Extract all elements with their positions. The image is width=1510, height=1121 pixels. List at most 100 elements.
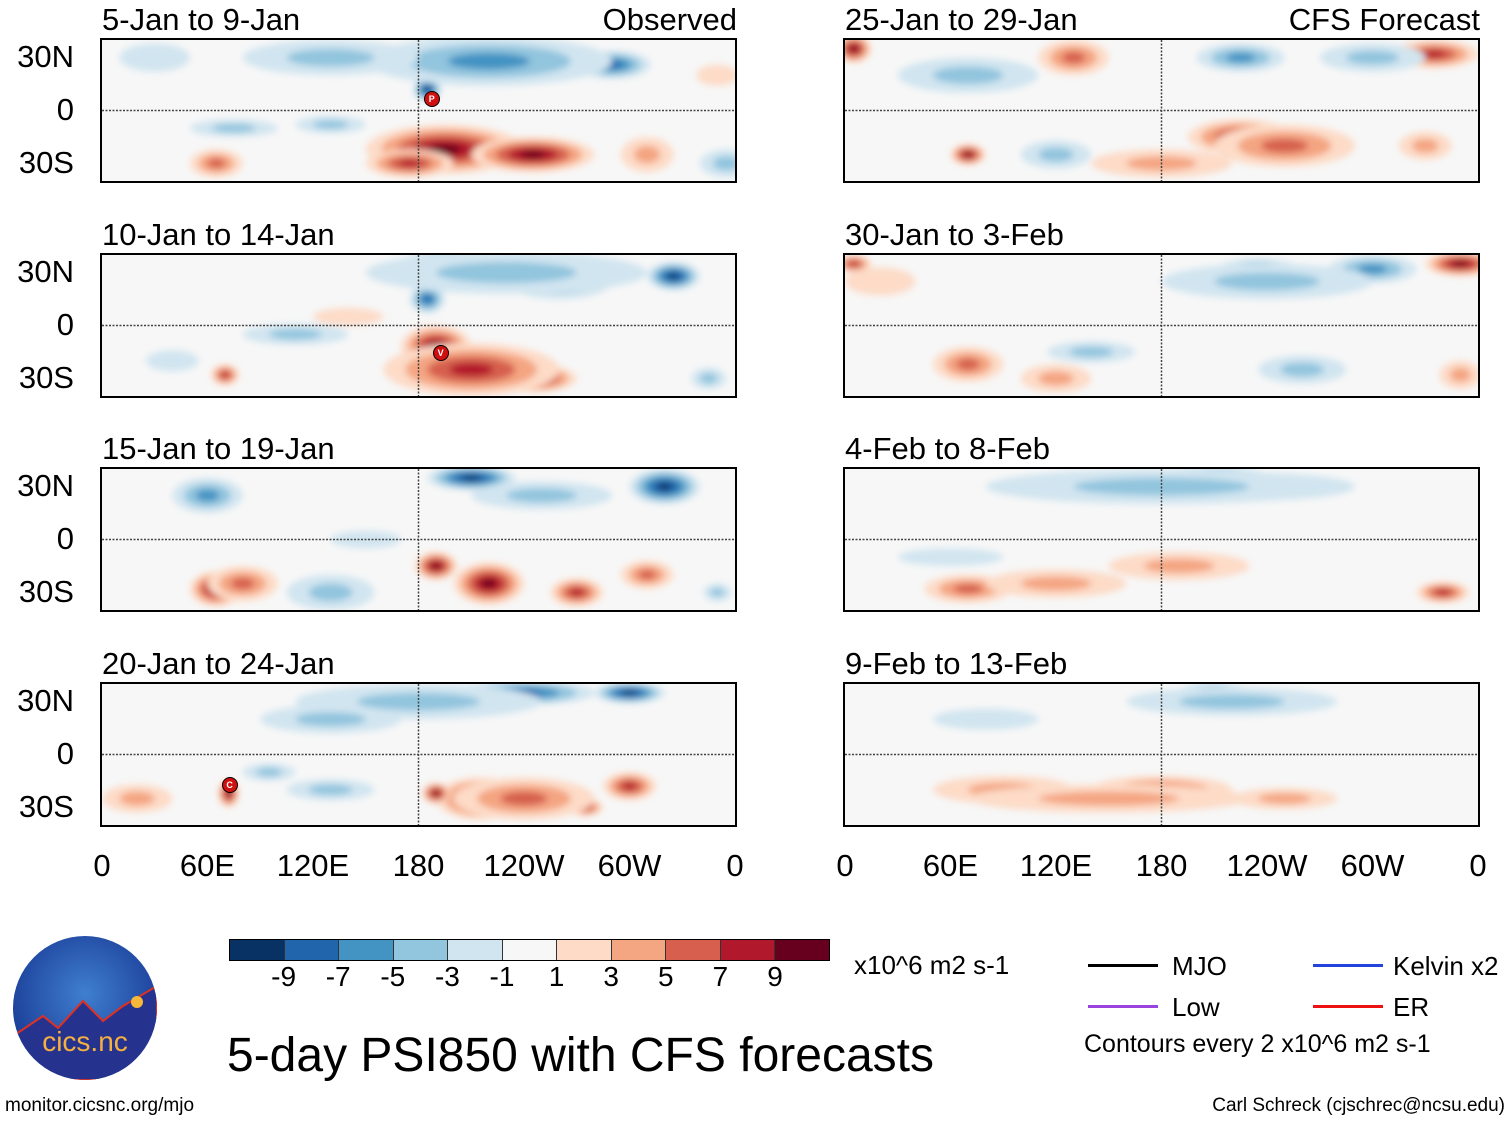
lon-label: 0	[93, 848, 111, 883]
colorbar-swatch	[557, 940, 612, 960]
anomaly-region	[932, 708, 1039, 730]
lon-label: 0	[836, 848, 854, 883]
anomaly-region	[207, 158, 226, 169]
anomaly-region	[1179, 694, 1285, 709]
credit-text: Carl Schreck (cjschrec@ncsu.edu)	[1212, 1095, 1505, 1116]
colorbar-swatch	[720, 940, 775, 960]
legend-er: ER	[1393, 992, 1430, 1022]
colorbar-label: 1	[548, 961, 565, 992]
anomaly-region	[657, 483, 672, 491]
panel-title: 10-Jan to 14-Jan	[102, 217, 335, 252]
mountain-icon	[13, 984, 157, 1080]
anomaly-region	[638, 570, 656, 580]
lon-label: 60W	[1340, 848, 1405, 883]
legend-line-kelvin	[1313, 964, 1383, 967]
legend-line-er	[1313, 1005, 1383, 1008]
anomaly-region	[850, 45, 858, 52]
url-text[interactable]: monitor.cicsnc.org/mjo	[5, 1095, 195, 1116]
anomaly-region	[462, 475, 481, 481]
anomaly-region	[447, 52, 530, 70]
lon-label: 0	[1469, 848, 1487, 883]
anomaly-region	[1423, 50, 1446, 58]
anomaly-region	[953, 584, 983, 594]
anomaly-region	[1214, 272, 1320, 291]
anomaly-region	[1449, 367, 1471, 382]
anomaly-region	[1225, 52, 1256, 63]
map-panel: P	[100, 38, 737, 183]
colorbar-swatch	[339, 940, 394, 960]
anomaly-region	[424, 86, 431, 92]
panel-title: 9-Feb to 13-Feb	[845, 646, 1068, 681]
map-panel: V	[100, 253, 737, 398]
map-panel	[843, 682, 1480, 827]
anomaly-region	[1038, 371, 1074, 386]
anomaly-region	[500, 791, 548, 806]
cics-logo: cics.nc	[13, 936, 157, 1080]
colorbar-swatch	[666, 940, 721, 960]
anomaly-region	[398, 159, 421, 167]
anomaly-region	[956, 358, 980, 371]
panel-title: 15-Jan to 19-Jan	[102, 431, 335, 466]
colorbar-units: x10^6 m2 s-1	[854, 950, 1010, 980]
map-panel	[843, 38, 1480, 183]
map-panel	[843, 253, 1480, 398]
anomaly-region	[570, 588, 584, 596]
anomaly-region	[897, 548, 1004, 566]
panel-title: 30-Jan to 3-Feb	[845, 217, 1064, 252]
anomaly-region	[269, 329, 322, 340]
legend-mjo: MJO	[1172, 951, 1227, 981]
anomaly-region	[849, 261, 859, 267]
anomaly-region	[1261, 138, 1309, 153]
anomaly-region	[964, 152, 972, 157]
colorbar-swatch	[448, 940, 503, 960]
lon-label: 60E	[922, 848, 979, 883]
anomaly-region	[436, 262, 577, 284]
panel-title: 5-Jan to 9-Jan	[102, 2, 301, 37]
lat-label: 0	[56, 736, 74, 771]
anomaly-region	[710, 587, 725, 597]
legend-line-mjo	[1088, 964, 1158, 967]
anomaly-region	[1069, 346, 1114, 358]
colorbar-label: 3	[603, 961, 619, 992]
lat-label: 30S	[18, 789, 74, 824]
anomaly-region	[230, 577, 255, 590]
anomaly-region	[221, 372, 229, 378]
lat-label: 0	[56, 307, 74, 342]
lat-label: 30S	[18, 145, 74, 180]
colorbar-swatch	[611, 940, 666, 960]
colorbar-swatch	[284, 940, 339, 960]
anomaly-region	[481, 579, 496, 588]
anomaly-region	[633, 145, 661, 164]
anomaly-region	[699, 373, 718, 384]
lon-label: 120E	[276, 848, 350, 883]
anomaly-region	[195, 489, 220, 502]
anomaly-region	[313, 307, 384, 326]
anomaly-region	[308, 583, 353, 602]
legend-kelvin: Kelvin x2	[1393, 951, 1499, 981]
anomaly-region	[1038, 791, 1180, 806]
colorbar-label: -1	[489, 961, 515, 992]
anomaly-region	[1346, 50, 1399, 65]
anomaly-region	[1038, 147, 1074, 162]
anomaly-region	[433, 791, 439, 796]
lat-label: 30N	[17, 468, 74, 503]
colorbar-label: -5	[380, 961, 406, 992]
lat-label: 30N	[17, 39, 74, 74]
colorbar-swatch	[230, 940, 285, 960]
anomaly-region	[255, 767, 283, 777]
cyclone-marker-icon: V	[432, 344, 449, 361]
anomaly-region	[286, 48, 375, 67]
lon-label: 60E	[179, 848, 236, 883]
panel-title: 20-Jan to 24-Jan	[102, 646, 335, 681]
anomaly-region	[845, 267, 916, 296]
logo-text: cics.nc	[42, 1026, 128, 1057]
colorbar-swatch	[393, 940, 448, 960]
anomaly-region	[622, 782, 637, 790]
anomaly-region	[1280, 362, 1325, 377]
anomaly-region	[1020, 576, 1092, 591]
lat-label: 0	[56, 521, 74, 556]
anomaly-region	[449, 362, 494, 377]
panel-source-label: CFS Forecast	[1288, 2, 1480, 37]
anomaly-region	[211, 123, 256, 133]
anomaly-region	[145, 350, 199, 372]
